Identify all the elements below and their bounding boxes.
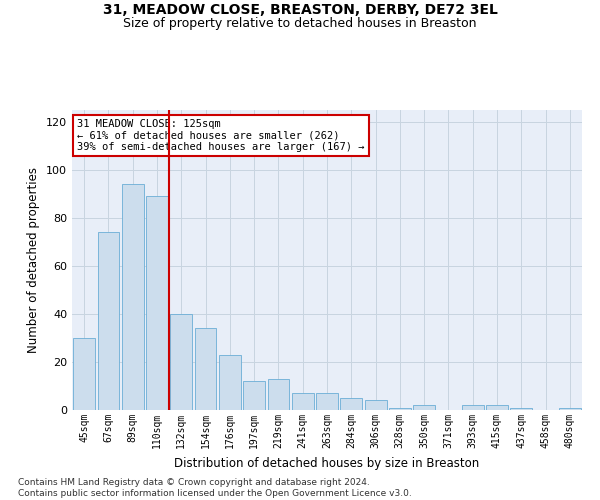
Text: 31 MEADOW CLOSE: 125sqm
← 61% of detached houses are smaller (262)
39% of semi-d: 31 MEADOW CLOSE: 125sqm ← 61% of detache… — [77, 119, 365, 152]
Bar — [462, 405, 484, 410]
Bar — [413, 405, 435, 410]
Bar — [219, 355, 241, 410]
Text: Contains HM Land Registry data © Crown copyright and database right 2024.
Contai: Contains HM Land Registry data © Crown c… — [18, 478, 412, 498]
Bar — [316, 393, 338, 410]
Bar — [73, 338, 95, 410]
Bar — [559, 408, 581, 410]
Bar — [486, 405, 508, 410]
Bar — [122, 184, 143, 410]
Text: 31, MEADOW CLOSE, BREASTON, DERBY, DE72 3EL: 31, MEADOW CLOSE, BREASTON, DERBY, DE72 … — [103, 2, 497, 16]
Bar — [170, 314, 192, 410]
Bar — [340, 398, 362, 410]
Bar — [243, 381, 265, 410]
Bar — [292, 393, 314, 410]
Bar — [389, 408, 411, 410]
Y-axis label: Number of detached properties: Number of detached properties — [28, 167, 40, 353]
Bar — [365, 400, 386, 410]
Text: Size of property relative to detached houses in Breaston: Size of property relative to detached ho… — [123, 18, 477, 30]
Text: Distribution of detached houses by size in Breaston: Distribution of detached houses by size … — [175, 458, 479, 470]
Bar — [511, 408, 532, 410]
Bar — [146, 196, 168, 410]
Bar — [97, 232, 119, 410]
Bar — [194, 328, 217, 410]
Bar — [268, 379, 289, 410]
